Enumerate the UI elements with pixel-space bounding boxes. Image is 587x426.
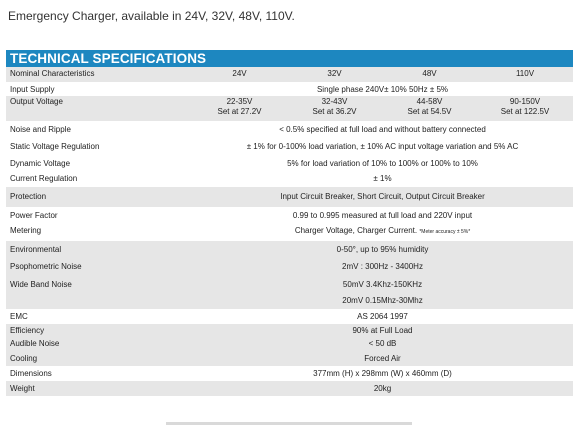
row-label: Audible Noise [6,337,192,351]
intro-text: Emergency Charger, available in 24V, 32V… [8,9,295,23]
wide-band-value-1: 50mV 3.4Khz-150KHz [342,280,423,289]
row-label: Power Factor [10,211,58,220]
row-label: Dimensions [10,369,52,378]
metering-note: *Meter accuracy ± 5%* [419,229,471,235]
row-emc: EMC AS 2064 1997 [6,309,573,324]
row-label: Dynamic Voltage [10,159,71,168]
output-voltage-24v: 22-35V Set at 27.2V [192,96,287,121]
voltage-range: 44-58V [416,97,443,106]
row-value: Input Circuit Breaker, Short Circuit, Ou… [192,187,573,207]
row-efficiency: Efficiency 90% at Full Load [6,324,573,337]
row-label: Environmental [6,241,192,258]
row-value: 90% at Full Load [192,324,573,337]
row-environmental: Environmental 0-50°, up to 95% humidity [6,241,573,258]
row-noise-ripple: Noise and Ripple < 0.5% specified at ful… [6,121,573,139]
row-value: Forced Air [192,351,573,366]
voltage-set: Set at 122.5V [500,107,550,116]
row-value: 50mV 3.4Khz-150KHz 20mV 0.15Mhz-30Mhz [192,277,573,309]
header-col-24v: 24V [192,67,287,82]
voltage-set: Set at 54.5V [407,107,452,116]
output-voltage-110v: 90-150V Set at 122.5V [477,96,573,121]
header-label: Nominal Characteristics [6,67,192,82]
row-output-voltage: Output Voltage 22-35V Set at 27.2V 32-43… [6,96,573,121]
row-label: Efficiency [6,324,192,337]
spec-banner: TECHNICAL SPECIFICATIONS [6,50,573,67]
output-voltage-48v: 44-58V Set at 54.5V [382,96,477,121]
row-label: Protection [6,187,192,207]
row-label: Psophometric Noise [6,258,192,277]
row-static-regulation: Static Voltage Regulation ± 1% for 0-100… [6,139,573,156]
header-row: Nominal Characteristics 24V 32V 48V 110V [6,67,573,82]
row-value: 2mV : 300Hz - 3400Hz [192,258,573,277]
row-value: 20kg [192,381,573,396]
output-voltage-32v: 32-43V Set at 36.2V [287,96,382,121]
row-value: ± 1% for 0-100% load variation, ± 10% AC… [246,142,519,151]
row-label: Current Regulation [10,174,78,183]
row-value: < 50 dB [192,337,573,351]
row-current-regulation: Current Regulation ± 1% [6,172,573,187]
header-col-32v: 32V [287,67,382,82]
metering-value: Charger Voltage, Charger Current. [294,226,418,235]
header-col-48v: 48V [382,67,477,82]
row-protection: Protection Input Circuit Breaker, Short … [6,187,573,207]
row-value: 5% for load variation of 10% to 100% or … [287,159,478,168]
spec-table: Nominal Characteristics 24V 32V 48V 110V… [6,67,573,396]
row-label: Input Supply [10,85,55,94]
row-value: AS 2064 1997 [357,312,408,321]
row-metering: Metering Charger Voltage, Charger Curren… [6,223,573,241]
row-label: Static Voltage Regulation [10,142,100,151]
row-value: ± 1% [373,174,392,183]
row-input-supply: Input Supply Single phase 240V± 10% 50Hz… [6,82,573,96]
voltage-range: 90-150V [509,97,541,106]
row-power-factor: Power Factor 0.99 to 0.995 measured at f… [6,207,573,223]
row-value: 0-50°, up to 95% humidity [192,241,573,258]
row-label: Noise and Ripple [10,125,71,134]
row-dimensions: Dimensions 377mm (H) x 298mm (W) x 460mm… [6,366,573,381]
voltage-set: Set at 36.2V [312,107,357,116]
row-label: Metering [10,226,42,235]
row-label: Output Voltage [6,96,192,121]
row-value: 377mm (H) x 298mm (W) x 460mm (D) [313,369,452,378]
voltage-range: 32-43V [321,97,348,106]
row-audible-noise: Audible Noise < 50 dB [6,337,573,351]
row-cooling: Cooling Forced Air [6,351,573,366]
horizontal-scrollbar[interactable] [166,422,412,425]
header-col-110v: 110V [477,67,573,82]
wide-band-value-2: 20mV 0.15Mhz-30Mhz [342,296,423,305]
spec-panel: TECHNICAL SPECIFICATIONS Nominal Charact… [6,50,573,396]
row-label: Wide Band Noise [6,277,192,309]
row-wide-band-noise: Wide Band Noise 50mV 3.4Khz-150KHz 20mV … [6,277,573,309]
row-weight: Weight 20kg [6,381,573,396]
row-label: EMC [10,312,28,321]
row-label: Cooling [6,351,192,366]
row-value: 0.99 to 0.995 measured at full load and … [292,211,473,220]
row-value: Charger Voltage, Charger Current. *Meter… [192,223,573,241]
row-value: < 0.5% specified at full load and withou… [279,125,486,134]
row-label: Weight [6,381,192,396]
voltage-range: 22-35V [226,97,253,106]
row-psophometric: Psophometric Noise 2mV : 300Hz - 3400Hz [6,258,573,277]
row-dynamic-voltage: Dynamic Voltage 5% for load variation of… [6,156,573,172]
voltage-set: Set at 27.2V [217,107,262,116]
row-value: Single phase 240V± 10% 50Hz ± 5% [316,85,449,94]
